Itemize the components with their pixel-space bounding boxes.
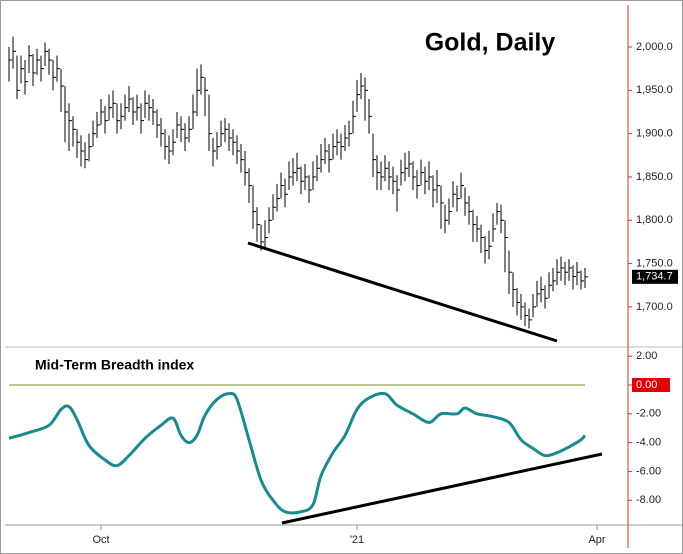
y-tick-label: 1,700.0	[636, 301, 673, 313]
y-tick-label: 1,950.0	[636, 84, 673, 96]
panel-title: Mid-Term Breadth index	[35, 357, 194, 373]
trendline	[247, 241, 558, 343]
x-tick-label: '21	[350, 534, 364, 546]
y-tick-label: -4.00	[636, 437, 661, 449]
last-price-box	[632, 269, 678, 284]
y-tick-label: 2.00	[636, 350, 657, 362]
y-tick-label: 1,800.0	[636, 214, 673, 226]
y-tick-label: 1,850.0	[636, 171, 673, 183]
breadth-line	[8, 391, 587, 515]
y-tick-label: -2.00	[636, 408, 661, 420]
y-tick-label: 1,900.0	[636, 128, 673, 140]
y-tick-label: 1,750.0	[636, 257, 673, 269]
y-tick-label: 0.00	[636, 379, 657, 391]
y-tick-label: -6.00	[636, 465, 661, 477]
y-tick-label: -8.00	[636, 494, 661, 506]
trendline	[281, 452, 603, 525]
chart-title: Gold, Daily	[425, 29, 556, 57]
x-tick-label: Oct	[92, 534, 109, 546]
last-price-label: 1,734.7	[636, 271, 673, 283]
x-tick-label: Apr	[588, 534, 605, 546]
y-tick-highlight	[632, 378, 670, 393]
y-tick-label: 2,000.0	[636, 41, 673, 53]
